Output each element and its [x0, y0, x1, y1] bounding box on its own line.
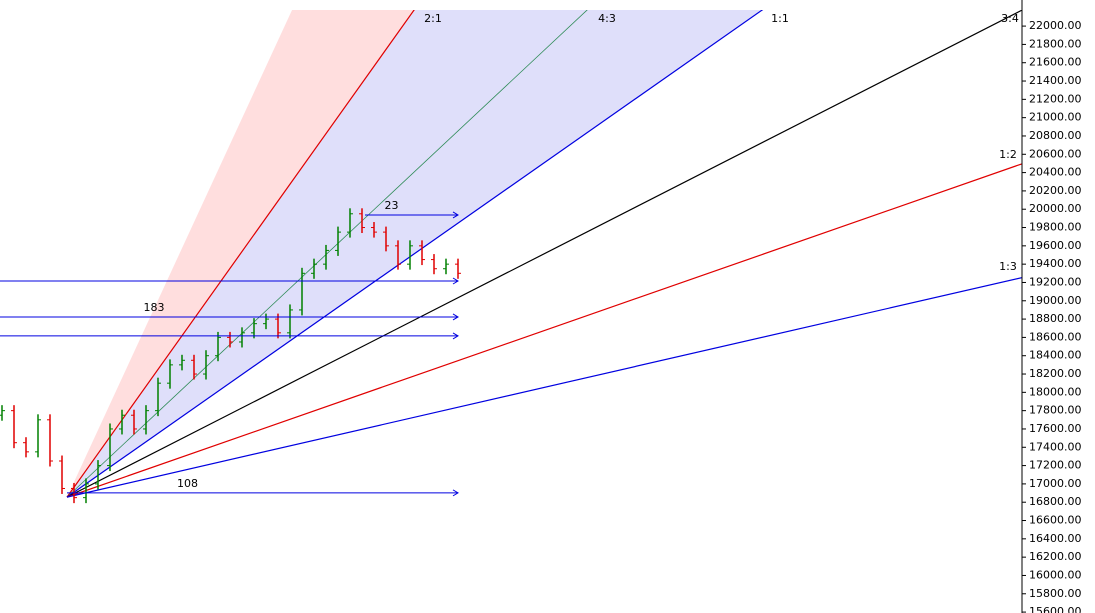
y-tick-label: 21200.00	[1029, 92, 1082, 105]
y-tick-label: 17200.00	[1029, 459, 1082, 472]
level-label: 108	[177, 477, 198, 490]
y-tick-label: 15800.00	[1029, 587, 1082, 600]
fan-line	[66, 163, 1022, 498]
y-tick-label: 16000.00	[1029, 568, 1082, 581]
y-tick-label: 19600.00	[1029, 239, 1082, 252]
y-tick-label: 18400.00	[1029, 349, 1082, 362]
y-tick-label: 19400.00	[1029, 257, 1082, 270]
price-bars	[0, 208, 461, 504]
y-tick-label: 17400.00	[1029, 440, 1082, 453]
y-tick-label: 16200.00	[1029, 550, 1082, 563]
y-tick-label: 16600.00	[1029, 514, 1082, 527]
fan-label: 2:1	[424, 12, 442, 25]
fan-line	[66, 10, 764, 498]
fan-label: 3:4	[1001, 12, 1019, 25]
y-tick-label: 19800.00	[1029, 221, 1082, 234]
y-tick-label: 16800.00	[1029, 495, 1082, 508]
gann-fan	[66, 10, 1022, 498]
fan-label: 4:3	[598, 12, 616, 25]
y-tick-label: 20400.00	[1029, 166, 1082, 179]
y-tick-label: 18800.00	[1029, 312, 1082, 325]
y-tick-label: 20000.00	[1029, 202, 1082, 215]
fan-line	[66, 10, 1022, 498]
y-tick-label: 16400.00	[1029, 532, 1082, 545]
fan-line	[66, 10, 415, 498]
y-tick-label: 19000.00	[1029, 294, 1082, 307]
level-label: 183	[144, 301, 165, 314]
y-tick-label: 18600.00	[1029, 330, 1082, 343]
y-tick-label: 21800.00	[1029, 37, 1082, 50]
fan-label: 1:1	[771, 12, 789, 25]
y-tick-label: 21400.00	[1029, 74, 1082, 87]
y-tick-label: 21600.00	[1029, 56, 1082, 69]
y-tick-label: 19200.00	[1029, 275, 1082, 288]
y-tick-label: 15600.00	[1029, 605, 1082, 613]
y-tick-label: 20200.00	[1029, 184, 1082, 197]
fan-label: 1:3	[999, 260, 1017, 273]
fan-line	[66, 276, 1022, 498]
arrow-head	[452, 211, 459, 219]
fan-label: 1:2	[999, 148, 1017, 161]
y-tick-label: 22000.00	[1029, 19, 1082, 32]
fan-line	[66, 10, 588, 498]
arrow-head	[452, 277, 459, 285]
arrow-head	[452, 313, 459, 321]
level-label: 23	[385, 199, 399, 212]
y-tick-label: 17800.00	[1029, 404, 1082, 417]
y-tick-label: 20800.00	[1029, 129, 1082, 142]
y-tick-label: 21000.00	[1029, 111, 1082, 124]
arrow-head	[452, 489, 459, 497]
y-tick-label: 17000.00	[1029, 477, 1082, 490]
y-tick-label: 18200.00	[1029, 367, 1082, 380]
y-tick-label: 20600.00	[1029, 147, 1082, 160]
y-tick-label: 17600.00	[1029, 422, 1082, 435]
arrow-head	[452, 332, 459, 340]
y-tick-label: 18000.00	[1029, 385, 1082, 398]
